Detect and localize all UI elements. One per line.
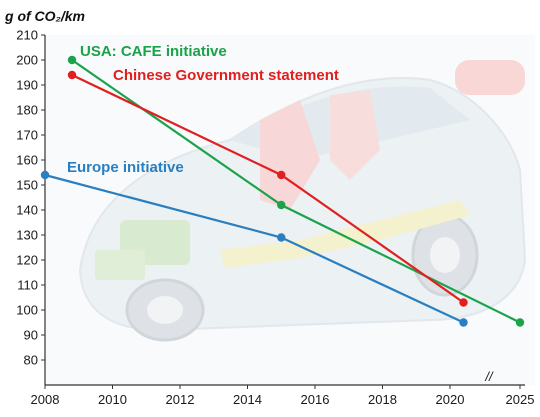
x-tick-label: 2020 [436, 392, 465, 407]
data-point-europe [459, 318, 468, 327]
y-tick-label: 140 [16, 203, 38, 218]
y-tick-label: 120 [16, 253, 38, 268]
x-tick-label: 2010 [98, 392, 127, 407]
y-axis-ticks: 80 90 100 110 120 130 140 150 160 170 180 190 200 210 [16, 28, 45, 368]
data-point-china [459, 298, 468, 307]
x-tick-label: 2018 [368, 392, 397, 407]
data-point-china [67, 70, 77, 80]
y-tick-label: 110 [17, 278, 38, 293]
data-point-usa [277, 200, 286, 210]
axis-break-marker: // [484, 369, 494, 384]
y-axis-label: g of CO₂/km [4, 8, 85, 24]
y-tick-label: 80 [24, 353, 38, 368]
y-tick-label: 180 [16, 103, 38, 118]
series-label-usa: USA: CAFE initiative [80, 43, 227, 60]
y-tick-label: 160 [16, 153, 38, 168]
data-point-europe [277, 233, 286, 242]
y-tick-label: 130 [16, 228, 38, 243]
y-tick-label: 150 [16, 178, 38, 193]
series-label-china: Chinese Government statement [113, 67, 339, 84]
series-layer [40, 55, 525, 327]
x-tick-label: 2008 [31, 392, 60, 407]
data-point-usa [515, 318, 525, 327]
y-tick-label: 170 [16, 128, 38, 143]
data-point-china [277, 170, 286, 180]
x-axis-ticks: 2008 2010 2012 2014 2016 2018 2020 2025 [31, 385, 535, 407]
y-tick-label: 100 [16, 303, 38, 318]
series-label-europe: Europe initiative [67, 159, 184, 176]
y-tick-label: 90 [24, 328, 38, 343]
y-tick-label: 190 [16, 78, 38, 93]
y-tick-label: 200 [16, 53, 38, 68]
x-tick-label: 2025 [506, 392, 535, 407]
x-tick-label: 2012 [166, 392, 195, 407]
y-tick-label: 210 [16, 28, 38, 43]
data-point-europe [40, 170, 50, 180]
x-tick-label: 2014 [233, 392, 262, 407]
x-tick-label: 2016 [301, 392, 330, 407]
data-point-usa [67, 55, 77, 65]
